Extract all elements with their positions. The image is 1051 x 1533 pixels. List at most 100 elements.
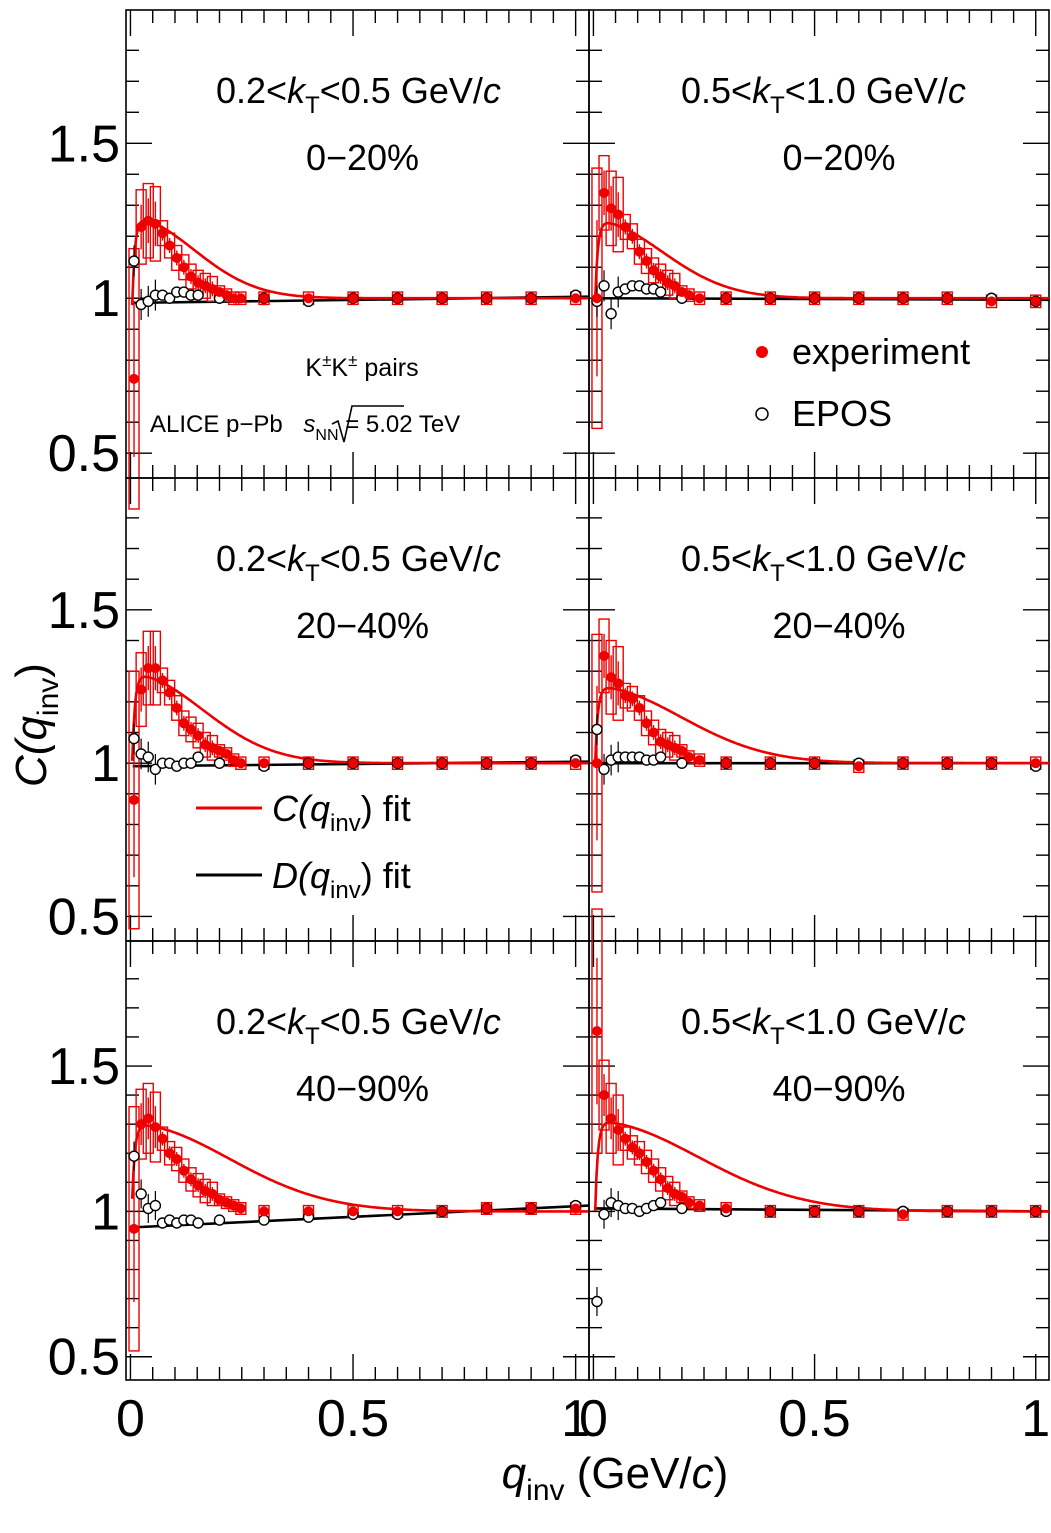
experiment-point bbox=[620, 1133, 631, 1144]
kt-label: 0.5<kT<1.0 GeV/c bbox=[681, 1001, 966, 1050]
experiment-point bbox=[634, 702, 645, 713]
centrality-label: 20−40% bbox=[296, 605, 429, 646]
experiment-point bbox=[526, 293, 537, 304]
experiment-point bbox=[591, 293, 602, 304]
experiment-point bbox=[765, 293, 776, 304]
epos-point bbox=[192, 1217, 204, 1229]
kt-c: c bbox=[948, 538, 966, 579]
y-tick-label: 1 bbox=[91, 1183, 120, 1241]
epos-point bbox=[128, 255, 140, 267]
epos-point bbox=[135, 1188, 147, 1200]
experiment-point bbox=[627, 1142, 638, 1153]
experiment-point bbox=[185, 724, 196, 735]
x-tick-label: 1 bbox=[561, 1390, 590, 1448]
kt-k: k bbox=[287, 538, 307, 579]
experiment-point bbox=[303, 293, 314, 304]
experiment-point bbox=[599, 650, 610, 661]
experiment-point bbox=[570, 293, 581, 304]
epos-point bbox=[128, 732, 140, 745]
pairs-k1: K bbox=[305, 354, 322, 382]
experiment-point bbox=[627, 231, 638, 242]
kt-sub: T bbox=[770, 560, 785, 587]
kt-post: <1.0 GeV/ bbox=[785, 70, 948, 111]
centrality-label: 0−20% bbox=[782, 137, 895, 178]
panel-4: 0.5<kT<1.0 GeV/c 20−40% bbox=[588, 477, 1050, 942]
kt-pre: 0.2< bbox=[216, 538, 287, 579]
experiment-point bbox=[481, 293, 492, 304]
epos-point bbox=[598, 1208, 610, 1220]
x-title-c: c bbox=[692, 1449, 714, 1498]
kt-label: 0.5<kT<1.0 GeV/c bbox=[681, 70, 966, 119]
experiment-point bbox=[143, 663, 154, 674]
kt-pre: 0.5< bbox=[681, 538, 752, 579]
kt-post: <1.0 GeV/ bbox=[785, 538, 948, 579]
kt-post: <0.5 GeV/ bbox=[320, 1001, 483, 1042]
experiment-point bbox=[986, 1206, 997, 1217]
kt-c: c bbox=[483, 1001, 501, 1042]
experiment-point bbox=[136, 1119, 147, 1130]
c-fit-curve bbox=[130, 219, 589, 306]
experiment-point bbox=[641, 718, 652, 729]
experiment-point bbox=[392, 758, 403, 769]
kt-pre: 0.2< bbox=[216, 1001, 287, 1042]
experiment-point bbox=[634, 246, 645, 257]
experiment-point bbox=[185, 1174, 196, 1185]
y-tick-label: 0.5 bbox=[48, 1329, 120, 1387]
kt-sub: T bbox=[770, 92, 785, 119]
experiment-point bbox=[348, 758, 359, 769]
epos-point bbox=[654, 1196, 667, 1209]
experiment-point bbox=[481, 758, 492, 769]
y-tick-label: 1.5 bbox=[48, 1038, 120, 1096]
x-tick-label: 0.5 bbox=[778, 1390, 850, 1448]
sqrt-symbol bbox=[331, 405, 404, 443]
kt-pre: 0.2< bbox=[216, 70, 287, 111]
experiment-point bbox=[606, 1113, 617, 1124]
experiment-point bbox=[942, 1206, 953, 1217]
alice-sub: NN bbox=[315, 427, 338, 444]
kt-sub: T bbox=[305, 560, 320, 587]
c-fit-curve bbox=[593, 1121, 1049, 1213]
experiment-point bbox=[694, 755, 705, 766]
experiment-point bbox=[694, 293, 705, 304]
experiment-point bbox=[627, 693, 638, 704]
x-title-sub: inv bbox=[526, 1474, 564, 1507]
experiment-point bbox=[613, 209, 624, 220]
pairs-sup1: ± bbox=[322, 351, 331, 370]
pairs-label: K±K± pairs bbox=[305, 351, 418, 382]
experiment-point bbox=[193, 730, 204, 741]
kt-label: 0.2<kT<0.5 GeV/c bbox=[216, 70, 501, 119]
experiment-point bbox=[599, 187, 610, 198]
experiment-point bbox=[694, 1200, 705, 1211]
experiment-point bbox=[898, 758, 909, 769]
experiment-point bbox=[235, 293, 246, 304]
experiment-point bbox=[150, 663, 161, 674]
experiment-point bbox=[620, 221, 631, 232]
centrality-label: 40−90% bbox=[772, 1068, 905, 1109]
legend-experiment-marker bbox=[756, 346, 768, 358]
experiment-point bbox=[683, 290, 694, 301]
experiment-point bbox=[853, 1206, 864, 1217]
experiment-point bbox=[648, 727, 659, 738]
experiment-point bbox=[986, 758, 997, 769]
experiment-point bbox=[178, 262, 189, 273]
alice-suffix: = 5.02 TeV bbox=[339, 411, 461, 438]
kt-label: 0.5<kT<1.0 GeV/c bbox=[681, 538, 966, 587]
x-title-rest: (GeV/ bbox=[565, 1449, 693, 1498]
experiment-point bbox=[171, 1154, 182, 1165]
y-tick-label: 0.5 bbox=[48, 888, 120, 946]
experiment-point bbox=[676, 1191, 687, 1202]
c-fit-curve bbox=[130, 1124, 589, 1213]
legend-d-fit-label: D(qinv) fit bbox=[272, 855, 411, 904]
epos-point bbox=[213, 757, 226, 769]
kt-sub: T bbox=[305, 92, 320, 119]
experiment-point bbox=[157, 675, 168, 686]
experiment-point bbox=[259, 293, 270, 304]
experiment-point bbox=[1030, 758, 1041, 769]
y-tick-label: 1 bbox=[91, 270, 120, 328]
panel-5: 0.511.50 0.5 10.2<kT<0.5 GeV/c40−90% bbox=[48, 940, 590, 1448]
x-tick-label: 1 bbox=[1021, 1390, 1050, 1448]
experiment-point bbox=[437, 293, 448, 304]
kt-k: k bbox=[287, 70, 307, 111]
experiment-point bbox=[683, 1197, 694, 1208]
